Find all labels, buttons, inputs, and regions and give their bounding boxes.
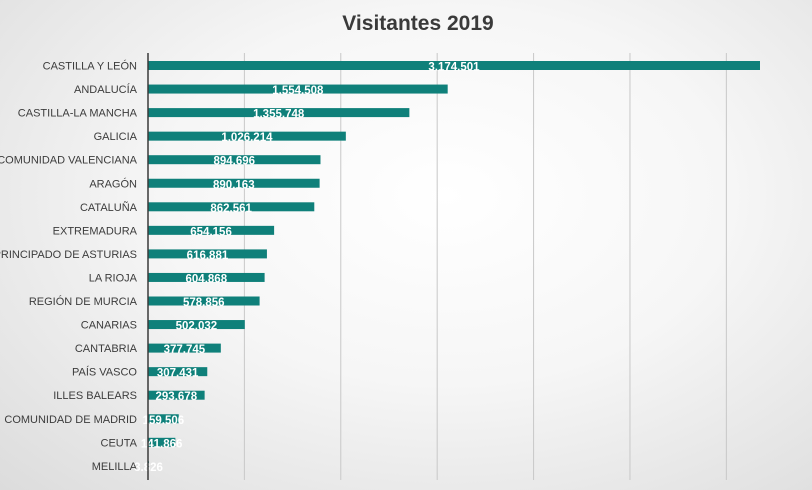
category-label: REGIÓN DE MURCIA — [29, 295, 138, 308]
bar — [148, 296, 260, 306]
data-label: 616.881 — [187, 250, 229, 262]
bar — [148, 437, 176, 447]
bar — [148, 414, 179, 424]
category-label: MELILLA — [92, 461, 138, 473]
bar — [148, 225, 275, 235]
category-label: ANDALUCÍA — [74, 83, 138, 96]
bar — [148, 272, 265, 282]
category-label: CATALUÑA — [80, 201, 138, 214]
data-label: 654.156 — [190, 226, 232, 238]
category-label: CEUTA — [101, 437, 138, 449]
chart-title: Visitantes 2019 — [342, 12, 493, 35]
bar — [148, 390, 205, 400]
data-label: 293.678 — [156, 391, 198, 403]
data-label: 3.174.501 — [428, 62, 480, 74]
data-label: 1.554.508 — [272, 85, 324, 97]
bar — [148, 202, 315, 212]
data-label: 604.868 — [186, 273, 228, 285]
category-label: PAÍS VASCO — [72, 366, 137, 379]
category-label: COMUNIDAD VALENCIANA — [0, 155, 138, 167]
category-label: PRINCIPADO DE ASTURIAS — [0, 249, 137, 261]
data-label: 1.026.214 — [221, 132, 273, 144]
category-label: CASTILLA-LA MANCHA — [18, 108, 138, 120]
data-label: 894.696 — [213, 156, 255, 168]
bar — [148, 320, 245, 330]
data-label: 578.856 — [183, 297, 225, 309]
category-label: LA RIOJA — [89, 272, 138, 284]
category-label: COMUNIDAD DE MADRID — [4, 414, 137, 426]
gridlines — [243, 53, 727, 480]
category-label: CANARIAS — [81, 320, 137, 332]
bar — [148, 61, 760, 70]
bar — [148, 108, 410, 118]
data-label: 502.032 — [176, 321, 218, 333]
value-labels: 3.174.501 1.554.508 1.355.748 1.026.214 894.… — [134, 62, 480, 474]
data-label: 141.866 — [141, 438, 183, 450]
bar — [148, 84, 448, 94]
bars — [148, 61, 760, 471]
data-label: 862.561 — [210, 203, 252, 215]
data-label: 890.163 — [213, 179, 255, 191]
category-labels: CASTILLA Y LEÓN ANDALUCÍA CASTILLA-LA MANC… — [0, 60, 138, 473]
bar — [148, 131, 346, 141]
category-label: CANTABRIA — [75, 343, 138, 355]
category-label: CASTILLA Y LEÓN — [43, 60, 137, 73]
bar — [148, 178, 320, 188]
data-label: 307.431 — [157, 368, 199, 380]
data-label: 377.745 — [164, 344, 206, 356]
category-label: GALICIA — [94, 131, 138, 143]
data-label: 1.355.748 — [253, 109, 305, 121]
bar — [148, 367, 208, 377]
bar — [148, 155, 321, 165]
bar — [148, 343, 221, 353]
data-label: 159.506 — [143, 415, 185, 427]
category-label: EXTREMADURA — [53, 225, 138, 237]
category-label: ILLES BALEARS — [53, 390, 137, 402]
bar — [148, 249, 267, 259]
category-label: ARAGÓN — [89, 177, 137, 190]
